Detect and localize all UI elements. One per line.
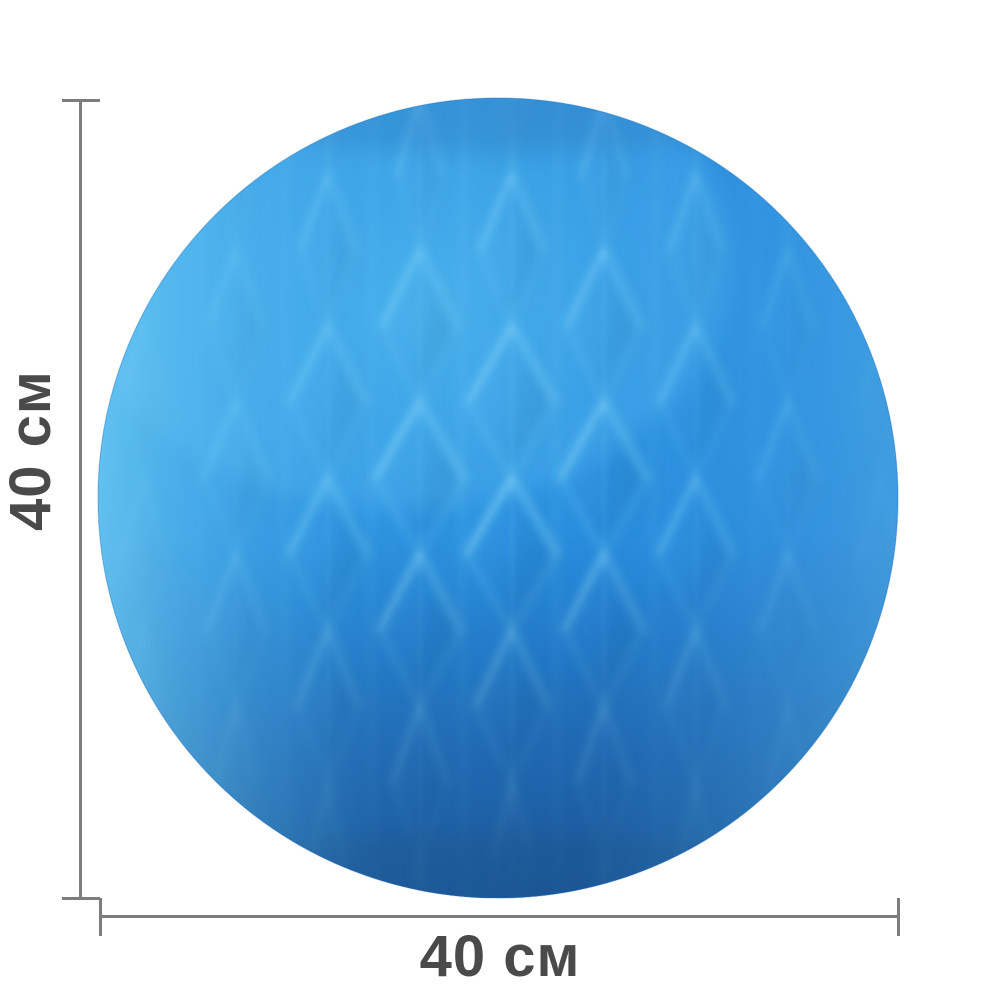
- ball-outline: [97, 97, 899, 899]
- height-dimension-cap-bottom: [62, 897, 100, 900]
- height-dimension-cap-top: [62, 99, 100, 102]
- width-dimension-label: 40 см: [419, 924, 581, 989]
- width-dimension-cap-left: [99, 898, 102, 936]
- ball-key-highlight: [98, 98, 730, 510]
- ball-body: [98, 98, 898, 898]
- width-dimension-line: [100, 915, 900, 918]
- width-dimension-cap-right: [897, 898, 900, 936]
- height-dimension-label: 40 см: [0, 370, 63, 531]
- height-dimension-line: [79, 100, 82, 900]
